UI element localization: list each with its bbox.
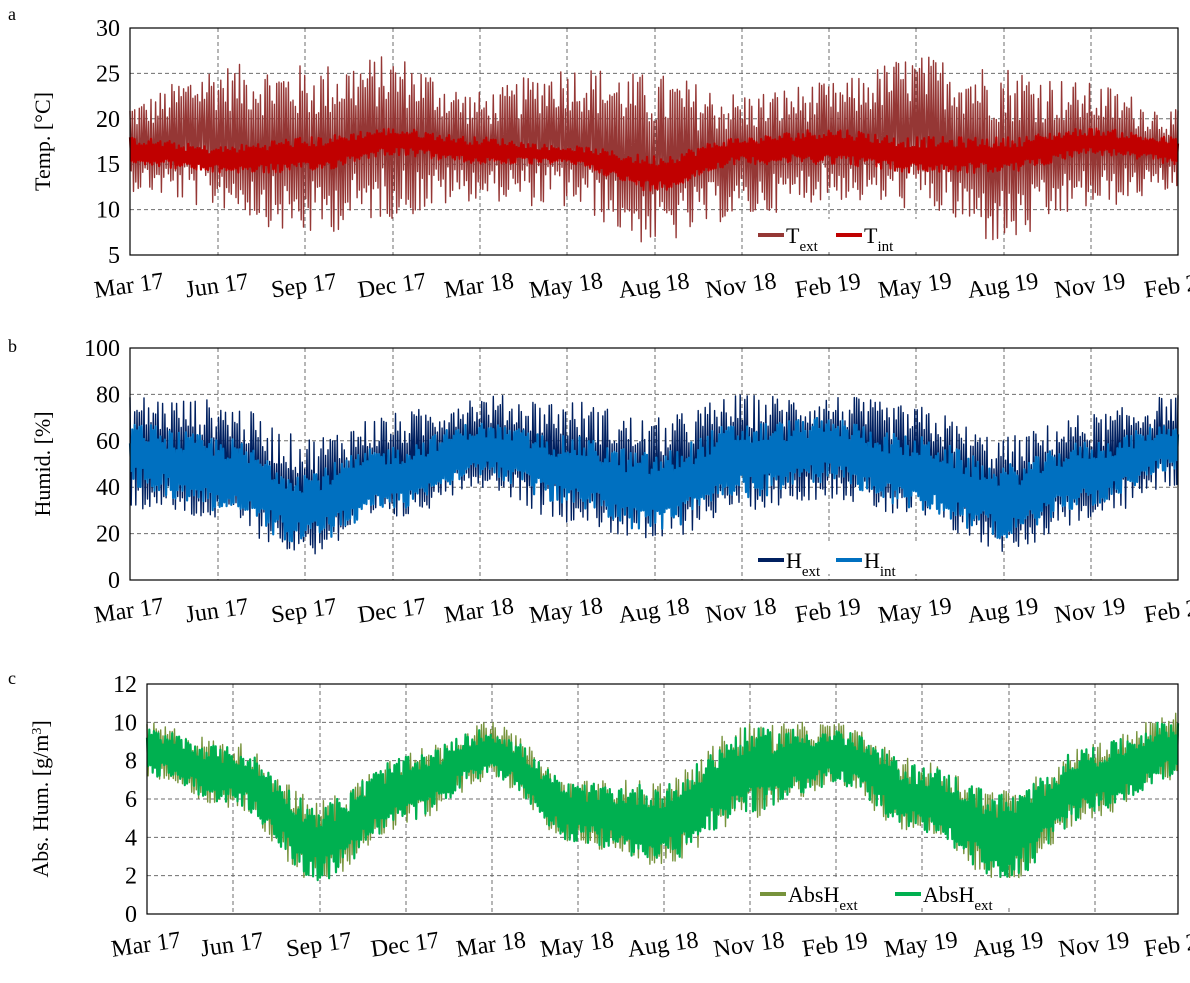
legend-entry-sub: ext bbox=[839, 898, 858, 914]
panel-letter: c bbox=[8, 668, 16, 688]
x-tick-label: Dec 17 bbox=[356, 593, 428, 628]
x-tick-label: May 19 bbox=[877, 268, 954, 304]
legend-entry-sub: int bbox=[880, 564, 897, 580]
y-tick-label: 60 bbox=[96, 429, 120, 455]
y-tick-label: 40 bbox=[96, 475, 120, 501]
x-tick-label: Aug 18 bbox=[617, 268, 691, 304]
legend: AbsHext AbsHext bbox=[754, 878, 1019, 914]
series-line-h-ext bbox=[129, 394, 1179, 555]
y-tick-label: 2 bbox=[125, 864, 137, 890]
x-tick-label: Dec 17 bbox=[369, 927, 441, 962]
panel-letter: b bbox=[8, 336, 17, 356]
y-tick-label: 0 bbox=[125, 902, 137, 928]
x-tick-label: Feb 20 bbox=[1143, 928, 1190, 963]
x-tick-label: Feb 20 bbox=[1143, 594, 1190, 629]
panel-a: a 5 10 15 20 25 30 Mar 17 Jun 17 Sep 17 Dec 17 Mar … bbox=[8, 4, 1190, 304]
legend-entry-sub: ext bbox=[799, 239, 818, 255]
panel-b: b 0 20 40 60 80 100 Mar 17 Jun 17 Sep 17 Dec 17 Mar… bbox=[8, 336, 1190, 629]
legend-entry-sub: ext bbox=[974, 898, 993, 914]
y-tick-label: 10 bbox=[113, 710, 137, 736]
y-axis-label-end: ] bbox=[28, 720, 53, 727]
x-tick-label: Nov 19 bbox=[1053, 268, 1127, 304]
y-tick-label: 6 bbox=[125, 787, 137, 813]
y-tick-label: 0 bbox=[108, 568, 120, 594]
x-tick-label: May 19 bbox=[877, 593, 954, 629]
x-tick-label: May 19 bbox=[883, 927, 960, 963]
x-tick-label: Jun 17 bbox=[199, 928, 265, 963]
x-tick-label: Feb 19 bbox=[801, 928, 870, 963]
y-tick-label: 30 bbox=[96, 16, 120, 42]
x-tick-label: Aug 18 bbox=[617, 593, 691, 629]
legend: Hext Hint bbox=[752, 544, 920, 580]
x-tick-label: Aug 18 bbox=[626, 927, 700, 963]
x-tick-label: Feb 20 bbox=[1143, 269, 1190, 304]
y-tick-label: 100 bbox=[84, 336, 120, 362]
legend: Text Tint bbox=[752, 219, 920, 255]
y-axis-label: Temp. [°C] bbox=[30, 92, 55, 191]
y-tick-label: 5 bbox=[108, 243, 120, 269]
x-tick-label: Feb 19 bbox=[794, 594, 863, 629]
x-tick-label: Aug 19 bbox=[966, 593, 1040, 629]
x-tick-label: Sep 17 bbox=[270, 594, 339, 629]
x-tick-label: Aug 19 bbox=[966, 268, 1040, 304]
y-tick-label: 80 bbox=[96, 382, 120, 408]
x-tick-label: Mar 17 bbox=[93, 593, 166, 628]
series-line-t-ext bbox=[129, 56, 1179, 243]
x-tick-label: Nov 18 bbox=[704, 268, 778, 304]
x-tick-label: Dec 17 bbox=[356, 268, 428, 303]
x-tick-label: Nov 19 bbox=[1053, 593, 1127, 629]
y-tick-label: 25 bbox=[96, 61, 120, 87]
plot-frame bbox=[129, 347, 1179, 581]
x-tick-label: Jun 17 bbox=[184, 594, 250, 629]
y-tick-label: 8 bbox=[125, 749, 137, 775]
x-tick-label: May 18 bbox=[528, 593, 605, 629]
panel-c: c 0 2 4 6 8 10 12 Mar 17 Jun 17 Sep 17 Dec 17 Mar 18… bbox=[8, 668, 1190, 963]
x-tick-label: Mar 17 bbox=[110, 927, 183, 962]
y-axis-label-sup: 3 bbox=[30, 728, 45, 735]
plot-frame bbox=[146, 683, 1179, 915]
series-line-t-int bbox=[128, 127, 1180, 192]
x-tick-label: May 18 bbox=[528, 268, 605, 304]
panel-letter: a bbox=[8, 4, 16, 24]
y-axis-label: Abs. Hum. [g/m3] bbox=[28, 720, 53, 877]
y-tick-label: 20 bbox=[96, 522, 120, 548]
y-tick-label: 20 bbox=[96, 107, 120, 133]
x-tick-label: Sep 17 bbox=[270, 269, 339, 304]
y-tick-label: 10 bbox=[96, 198, 120, 224]
plot-frame bbox=[129, 27, 1179, 256]
y-tick-label: 12 bbox=[113, 672, 137, 698]
series-line-absh-ext bbox=[145, 721, 1180, 882]
x-tick-label: Sep 17 bbox=[285, 928, 354, 963]
x-tick-label: Nov 18 bbox=[704, 593, 778, 629]
x-tick-label: Mar 18 bbox=[443, 268, 516, 303]
x-tick-label: May 18 bbox=[539, 927, 616, 963]
series-line-absh-ext bbox=[146, 712, 1179, 883]
x-tick-label: Feb 19 bbox=[794, 269, 863, 304]
y-axis-label: Humid. [%] bbox=[30, 411, 55, 516]
x-tick-label: Mar 18 bbox=[455, 927, 528, 962]
y-tick-label: 15 bbox=[96, 152, 120, 178]
x-tick-label: Aug 19 bbox=[971, 927, 1045, 963]
series-line-h-int bbox=[128, 416, 1180, 543]
legend-box bbox=[754, 878, 1019, 908]
x-tick-label: Nov 19 bbox=[1057, 927, 1131, 963]
x-tick-label: Jun 17 bbox=[184, 269, 250, 304]
legend-entry-sub: int bbox=[877, 239, 894, 255]
x-tick-label: Mar 17 bbox=[93, 268, 166, 303]
x-tick-label: Nov 18 bbox=[712, 927, 786, 963]
x-tick-label: Mar 18 bbox=[443, 593, 516, 628]
legend-entry-sub: ext bbox=[802, 564, 821, 580]
y-tick-label: 4 bbox=[125, 825, 137, 851]
